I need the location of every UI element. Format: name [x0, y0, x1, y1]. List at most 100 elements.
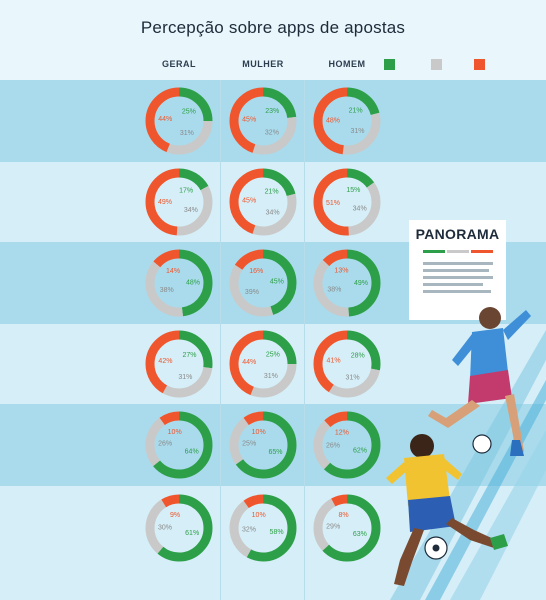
- donut-value-label: 26%: [326, 443, 340, 450]
- donut-segment-orange: [229, 330, 297, 398]
- donut-value-label: 29%: [326, 523, 340, 530]
- column-header-geral: GERAL: [162, 59, 196, 69]
- donut-chart: 49% 38% 13%: [313, 249, 381, 317]
- donut-value-label: 23%: [265, 108, 279, 115]
- donut-segment-gray: [229, 330, 297, 398]
- donut-segment-gray: [313, 411, 381, 479]
- donut-segment-orange: [229, 168, 297, 236]
- column-separator: [304, 80, 305, 600]
- donut-value-label: 13%: [334, 268, 348, 275]
- donut-segment-orange: [145, 330, 213, 398]
- donut-value-label: 45%: [270, 278, 284, 285]
- donut-segment-gray: [229, 249, 297, 317]
- donut-value-label: 49%: [158, 199, 172, 206]
- donut-value-label: 21%: [265, 188, 279, 195]
- donut-chart: 15% 34% 51%: [313, 168, 381, 236]
- legend-swatch-green: [384, 59, 395, 70]
- donut-segment-orange: [145, 249, 213, 317]
- donut-value-label: 26%: [158, 441, 172, 448]
- donut-value-label: 17%: [179, 187, 193, 194]
- donut-value-label: 49%: [354, 280, 368, 287]
- donut-chart: 23% 32% 45%: [229, 87, 297, 155]
- donut-chart: 25% 31% 44%: [229, 330, 297, 398]
- donut-chart: 28% 31% 41%: [313, 330, 381, 398]
- donut-value-label: 61%: [185, 530, 199, 537]
- legend-swatch-orange: [474, 59, 485, 70]
- donut-chart: 25% 31% 44%: [145, 87, 213, 155]
- column-header-mulher: MULHER: [242, 59, 284, 69]
- donut-value-label: 65%: [268, 449, 282, 456]
- donut-value-label: 30%: [158, 525, 172, 532]
- donut-segment-gray: [313, 249, 381, 317]
- donut-segment-orange: [145, 411, 213, 479]
- donut-value-label: 62%: [353, 448, 367, 455]
- donut-segment-orange: [229, 411, 297, 479]
- donut-value-label: 25%: [266, 352, 280, 359]
- donut-segment-gray: [145, 411, 213, 479]
- donut-value-label: 48%: [326, 118, 340, 125]
- donut-value-label: 32%: [265, 129, 279, 136]
- donut-segment-gray: [313, 87, 381, 155]
- donut-segment-orange: [145, 168, 213, 236]
- donut-value-label: 34%: [184, 207, 198, 214]
- donut-value-label: 51%: [326, 200, 340, 207]
- donut-segment-orange: [313, 494, 381, 562]
- panorama-bar: [447, 250, 469, 253]
- panorama-text-line: [423, 262, 493, 265]
- donut-value-label: 34%: [266, 210, 280, 217]
- donut-value-label: 45%: [242, 197, 256, 204]
- donut-segment-gray: [229, 494, 297, 562]
- donut-chart: 27% 31% 42%: [145, 330, 213, 398]
- donut-segment-gray: [145, 330, 213, 398]
- panorama-text-line: [423, 290, 491, 293]
- donut-chart: 63% 29% 8%: [313, 494, 381, 562]
- donut-value-label: 15%: [346, 187, 360, 194]
- donut-value-label: 25%: [242, 440, 256, 447]
- donut-value-label: 48%: [186, 280, 200, 287]
- donut-segment-orange: [229, 87, 297, 155]
- donut-value-label: 34%: [353, 205, 367, 212]
- donut-segment-gray: [145, 249, 213, 317]
- donut-chart: 21% 34% 45%: [229, 168, 297, 236]
- donut-segment-gray: [145, 494, 213, 562]
- donut-value-label: 31%: [180, 130, 194, 137]
- donut-value-label: 44%: [158, 116, 172, 123]
- panorama-badge: PANORAMA: [409, 220, 506, 320]
- donut-segment-gray: [145, 168, 213, 236]
- donut-chart: 17% 34% 49%: [145, 168, 213, 236]
- donut-chart: 65% 25% 10%: [229, 411, 297, 479]
- donut-value-label: 16%: [249, 268, 263, 275]
- panorama-text-line: [423, 276, 493, 279]
- donut-value-label: 21%: [349, 107, 363, 114]
- donut-segment-orange: [229, 249, 297, 317]
- panorama-bar: [423, 250, 445, 253]
- donut-segment-orange: [313, 330, 381, 398]
- panorama-title: PANORAMA: [415, 226, 500, 242]
- donut-value-label: 31%: [346, 374, 360, 381]
- donut-value-label: 10%: [168, 429, 182, 436]
- panorama-bar: [471, 250, 493, 253]
- player-blue-icon: [428, 307, 531, 456]
- donut-value-label: 32%: [242, 526, 256, 533]
- donut-value-label: 42%: [158, 358, 172, 365]
- donut-segment-orange: [313, 168, 381, 236]
- donut-value-label: 14%: [166, 268, 180, 275]
- donut-chart: 58% 32% 10%: [229, 494, 297, 562]
- donut-chart: 62% 26% 12%: [313, 411, 381, 479]
- donut-value-label: 63%: [353, 531, 367, 538]
- donut-value-label: 58%: [270, 529, 284, 536]
- player-yellow-icon: [386, 434, 508, 586]
- donut-value-label: 9%: [170, 512, 180, 519]
- donut-value-label: 12%: [335, 429, 349, 436]
- donut-chart: 45% 39% 16%: [229, 249, 297, 317]
- donut-value-label: 31%: [350, 128, 364, 135]
- donut-segment-orange: [145, 494, 213, 562]
- chart-legend: [384, 58, 544, 72]
- donut-value-label: 25%: [182, 109, 196, 116]
- donut-segment-gray: [229, 87, 297, 155]
- donut-segment-gray: [313, 168, 381, 236]
- donut-segment-gray: [145, 87, 213, 155]
- legend-swatch-gray: [431, 59, 442, 70]
- donut-value-label: 64%: [185, 448, 199, 455]
- donut-segment-orange: [313, 87, 381, 155]
